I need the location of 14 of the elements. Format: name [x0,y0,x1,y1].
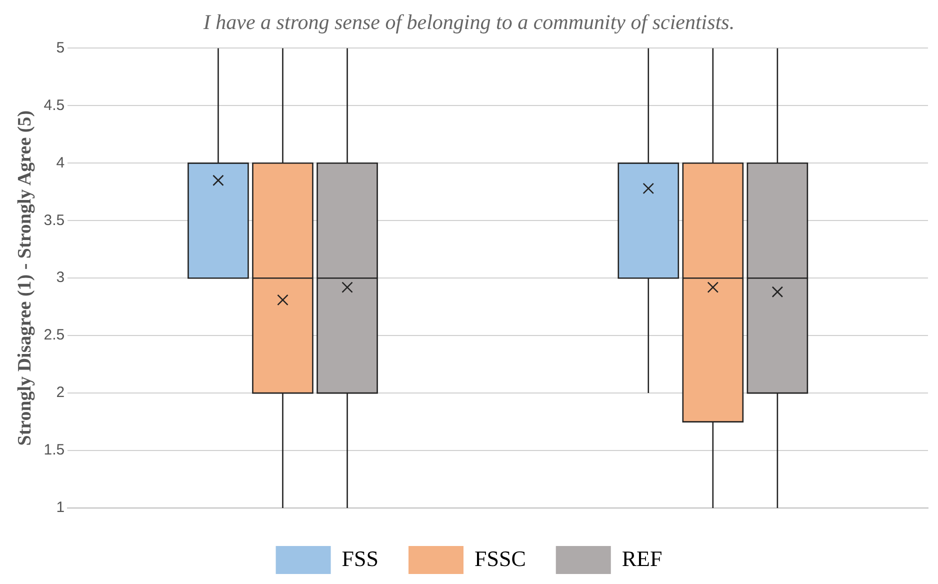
y-tick-label: 3 [56,269,65,286]
legend-label: FSS [342,546,378,571]
chart-title: I have a strong sense of belonging to a community of scientists. [202,10,735,34]
y-tick-label: 3.5 [44,212,65,229]
y-tick-label: 2.5 [44,326,65,344]
y-tick-label: 4.5 [44,96,65,114]
legend-label: REF [622,546,662,571]
y-tick-label: 1 [56,499,65,516]
legend-label: FSSC [474,546,526,571]
y-tick-label: 1.5 [44,442,65,459]
y-tick-label: 4 [56,154,65,172]
y-axis-title: Strongly Disagree (1) - Strongly Agree (5) [14,110,36,446]
y-tick-label: 5 [56,39,65,56]
y-tick-label: 2 [56,384,65,402]
